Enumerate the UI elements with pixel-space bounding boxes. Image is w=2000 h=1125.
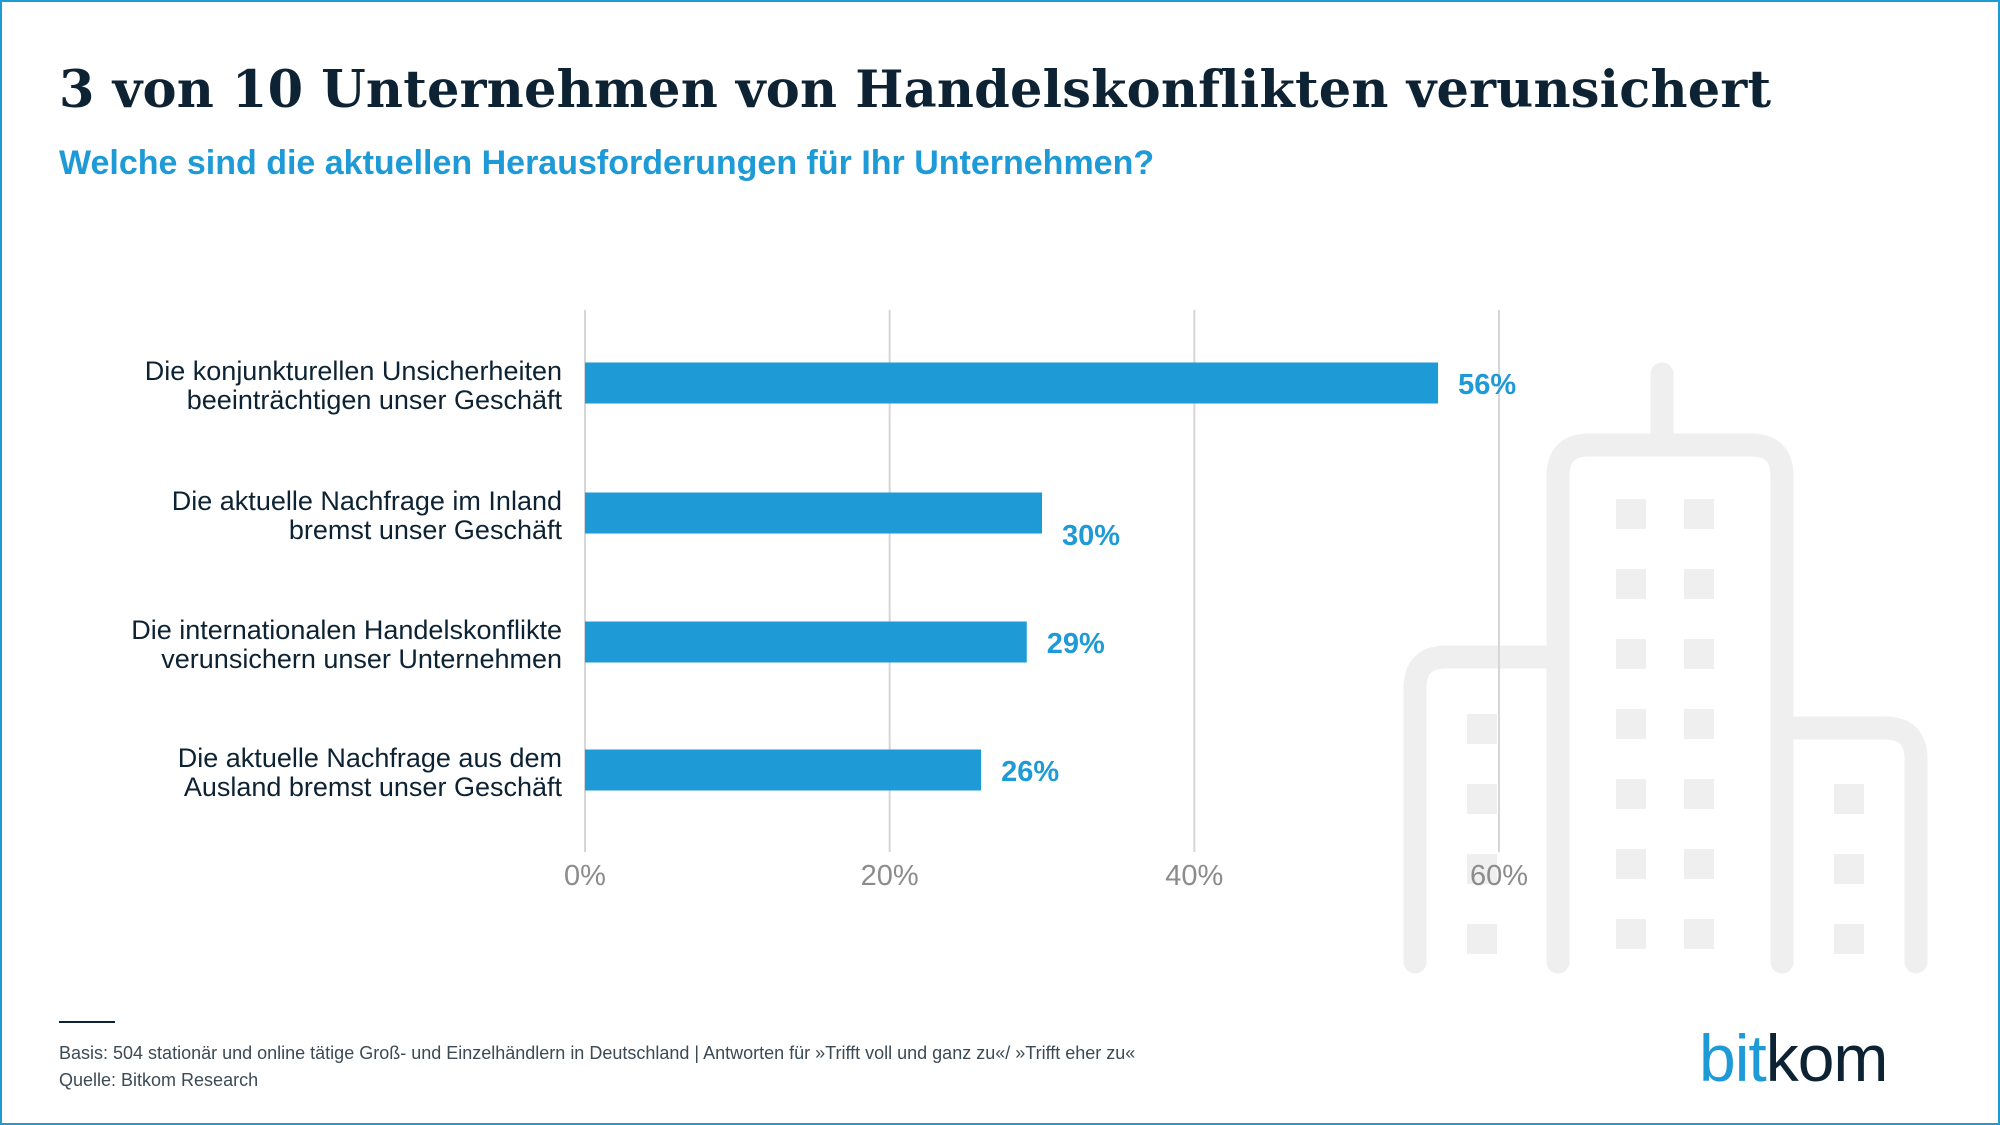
category-label: verunsichern unser Unternehmen xyxy=(161,644,562,674)
bar xyxy=(585,621,1027,663)
footnote: Basis: 504 stationär und online tätige G… xyxy=(59,1040,1135,1094)
logo-part-bit: bit xyxy=(1699,1021,1767,1095)
value-label: 30% xyxy=(1062,520,1120,552)
logo-part-kom: kom xyxy=(1765,1021,1889,1095)
chart-title: 3 von 10 Unternehmen von Handelskonflikt… xyxy=(59,60,1772,120)
building-windows xyxy=(1467,499,1864,954)
x-tick-label: 0% xyxy=(564,860,606,892)
x-tick-label: 60% xyxy=(1470,860,1528,892)
footnote-source: Quelle: Bitkom Research xyxy=(59,1070,259,1090)
footnote-divider xyxy=(59,1021,115,1023)
x-tick-label: 40% xyxy=(1165,860,1223,892)
bar xyxy=(585,492,1042,534)
building-right-outline xyxy=(1770,716,1928,974)
category-label: Die aktuelle Nachfrage aus dem xyxy=(178,743,562,773)
bar xyxy=(585,749,982,791)
footnote-basis: Basis: 504 stationär und online tätige G… xyxy=(59,1043,1136,1063)
value-label: 56% xyxy=(1458,369,1516,401)
category-label: bremst unser Geschäft xyxy=(289,515,563,545)
category-label: Die internationalen Handelskonflikte xyxy=(131,615,562,645)
building-left-outline xyxy=(1403,645,1570,974)
category-label: Die aktuelle Nachfrage im Inland xyxy=(172,486,562,516)
category-label: Ausland bremst unser Geschäft xyxy=(184,772,563,802)
category-label: Die konjunkturellen Unsicherheiten xyxy=(145,356,562,386)
chart-subtitle: Welche sind die aktuellen Herausforderun… xyxy=(59,144,1155,182)
value-label: 29% xyxy=(1047,628,1105,660)
bitkom-logo: bitkom xyxy=(1699,1020,1889,1096)
value-label: 26% xyxy=(1001,756,1059,788)
bar xyxy=(585,362,1439,404)
x-tick-label: 20% xyxy=(861,860,919,892)
category-label: beeinträchtigen unser Geschäft xyxy=(187,385,563,415)
